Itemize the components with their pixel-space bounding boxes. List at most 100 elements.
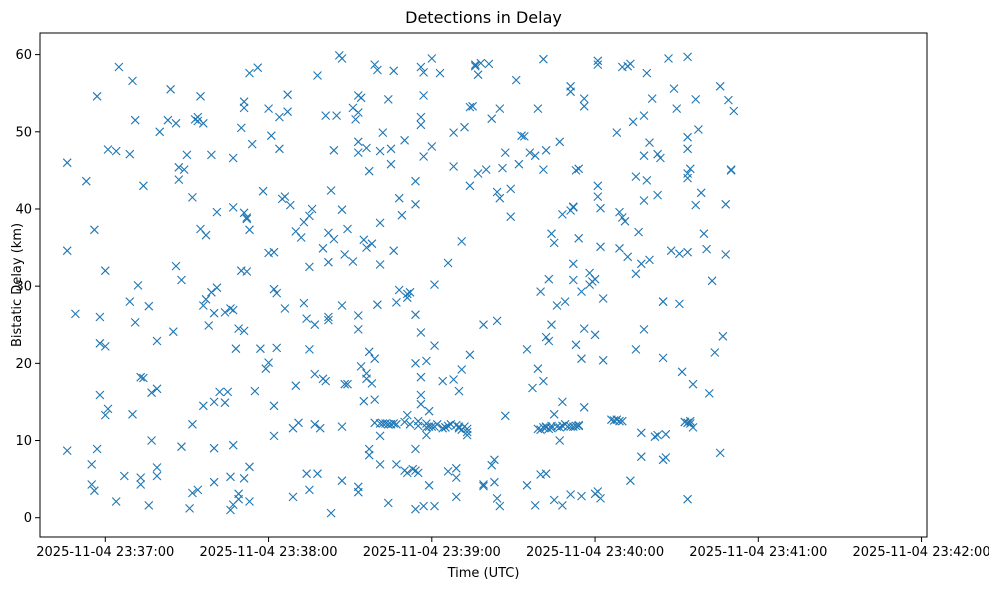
data-point	[449, 162, 458, 171]
y-tick-label: 20	[15, 357, 32, 372]
data-point	[188, 488, 197, 498]
data-point	[704, 389, 714, 398]
data-point	[302, 314, 311, 323]
data-point	[574, 233, 584, 243]
data-point	[492, 494, 502, 503]
data-point	[636, 452, 646, 462]
data-point	[392, 419, 401, 429]
data-point	[449, 128, 458, 137]
data-point	[87, 460, 97, 469]
data-point	[307, 204, 317, 214]
data-point	[144, 501, 154, 510]
data-point	[438, 376, 448, 386]
data-point	[675, 299, 684, 309]
data-point	[683, 144, 692, 154]
data-point	[62, 446, 72, 455]
data-point	[362, 243, 371, 252]
data-point	[558, 397, 567, 407]
data-point	[653, 149, 662, 159]
data-point	[533, 424, 543, 434]
data-point	[343, 379, 352, 389]
data-point	[533, 364, 543, 374]
data-point	[152, 463, 162, 472]
data-point	[400, 417, 409, 427]
data-point	[541, 145, 551, 155]
data-point	[348, 103, 358, 113]
data-point	[188, 193, 197, 202]
data-point	[245, 462, 254, 472]
data-point	[228, 203, 238, 212]
data-point	[351, 115, 360, 124]
data-point	[130, 318, 140, 327]
data-point	[266, 131, 276, 141]
data-point	[245, 68, 254, 78]
data-point	[577, 354, 586, 364]
data-point	[367, 239, 377, 249]
data-point	[305, 345, 314, 354]
data-point	[411, 444, 420, 454]
data-point	[103, 404, 113, 414]
data-point	[223, 387, 233, 397]
data-point	[353, 137, 363, 147]
data-point	[193, 485, 203, 495]
data-point	[411, 310, 420, 320]
data-point	[305, 262, 314, 272]
data-point	[568, 259, 578, 269]
data-point	[100, 410, 110, 420]
data-point	[419, 68, 428, 77]
data-point	[666, 246, 676, 256]
data-point	[383, 498, 393, 508]
data-point	[188, 419, 197, 429]
data-point	[500, 411, 510, 421]
data-point	[236, 123, 246, 133]
data-point	[726, 165, 736, 174]
data-point	[353, 148, 363, 157]
x-tick-label: 2025-11-04 23:41:00	[689, 545, 827, 560]
data-point	[642, 68, 652, 78]
data-point	[100, 266, 110, 276]
data-point	[272, 343, 282, 353]
data-point	[481, 165, 491, 174]
data-point	[326, 508, 336, 518]
data-point	[411, 176, 420, 186]
data-point	[506, 212, 516, 222]
data-point	[560, 297, 570, 306]
data-point	[283, 107, 292, 117]
data-point	[612, 128, 622, 137]
data-point	[405, 419, 415, 429]
data-point	[490, 455, 499, 465]
data-point	[321, 111, 331, 120]
data-point	[419, 501, 428, 511]
data-point	[356, 362, 366, 371]
data-point	[163, 115, 173, 125]
plot-area	[40, 33, 927, 537]
data-point	[669, 84, 679, 93]
data-point	[386, 159, 396, 169]
data-point	[593, 60, 603, 69]
data-point	[324, 312, 333, 322]
data-point	[639, 325, 649, 334]
data-point	[419, 91, 428, 100]
data-point	[479, 480, 488, 489]
data-point	[228, 440, 238, 450]
data-point	[340, 250, 350, 259]
data-point	[291, 381, 301, 391]
data-point	[299, 298, 309, 308]
data-point	[125, 297, 135, 306]
data-point	[166, 84, 175, 94]
data-point	[226, 472, 235, 482]
data-point	[468, 101, 477, 111]
data-point	[664, 54, 673, 63]
data-point	[375, 460, 385, 469]
data-point	[128, 409, 137, 419]
data-point	[144, 301, 154, 311]
data-point	[552, 301, 562, 310]
data-point	[473, 70, 483, 80]
data-point	[685, 419, 695, 428]
data-point	[177, 442, 186, 452]
y-tick-label: 40	[15, 202, 32, 217]
data-point	[522, 480, 532, 490]
data-point	[675, 249, 684, 259]
data-point	[234, 494, 243, 504]
